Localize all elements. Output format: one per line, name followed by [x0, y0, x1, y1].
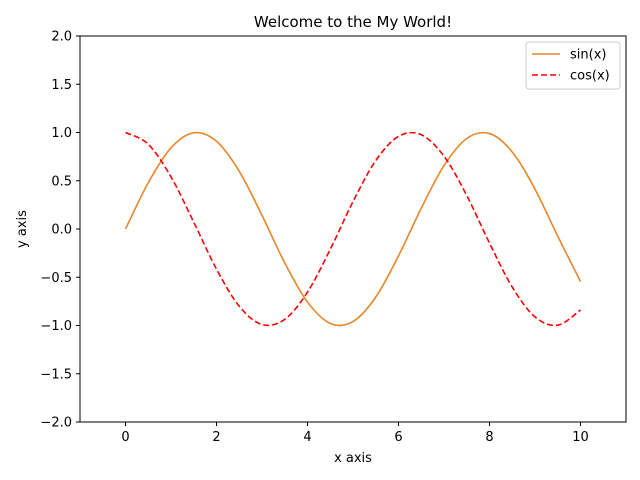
y-tick-label: 1.0: [51, 126, 72, 141]
plot-frame: [79, 35, 627, 423]
y-tick-label: −0.5: [40, 271, 72, 286]
y-tick-label: −1.0: [40, 319, 72, 334]
x-axis-title: x axis: [334, 451, 372, 466]
x-tick-label: 4: [303, 430, 311, 445]
x-tick-label: 2: [212, 430, 220, 445]
series-cos-line: [125, 131, 581, 327]
y-tick-label: 0.0: [51, 223, 72, 238]
legend-label-sin: sin(x): [570, 48, 606, 63]
x-tick-label: 10: [572, 430, 589, 445]
x-tick-label: 8: [485, 430, 493, 445]
x-tick-label: 6: [394, 430, 402, 445]
chart-title: Welcome to the My World!: [254, 13, 452, 31]
legend: sin(x) cos(x): [525, 41, 621, 90]
y-tick-label: 2.0: [51, 30, 72, 45]
y-axis-title: y axis: [15, 210, 30, 248]
legend-label-cos: cos(x): [570, 69, 610, 84]
y-tick-label: −2.0: [40, 416, 72, 431]
y-tick-label: 0.5: [51, 174, 72, 189]
series-sin-line: [124, 131, 582, 327]
y-tick-label: −1.5: [40, 367, 72, 382]
y-tick-label: 1.5: [51, 78, 72, 93]
x-tick-label: 0: [121, 430, 129, 445]
